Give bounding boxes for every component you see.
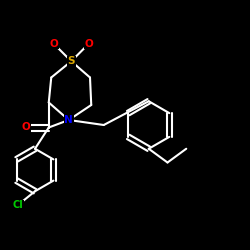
Text: O: O (22, 122, 30, 132)
Text: Cl: Cl (12, 200, 23, 210)
Text: O: O (50, 39, 58, 49)
Text: N: N (64, 115, 73, 125)
Text: O: O (84, 39, 93, 49)
Text: S: S (68, 56, 75, 66)
